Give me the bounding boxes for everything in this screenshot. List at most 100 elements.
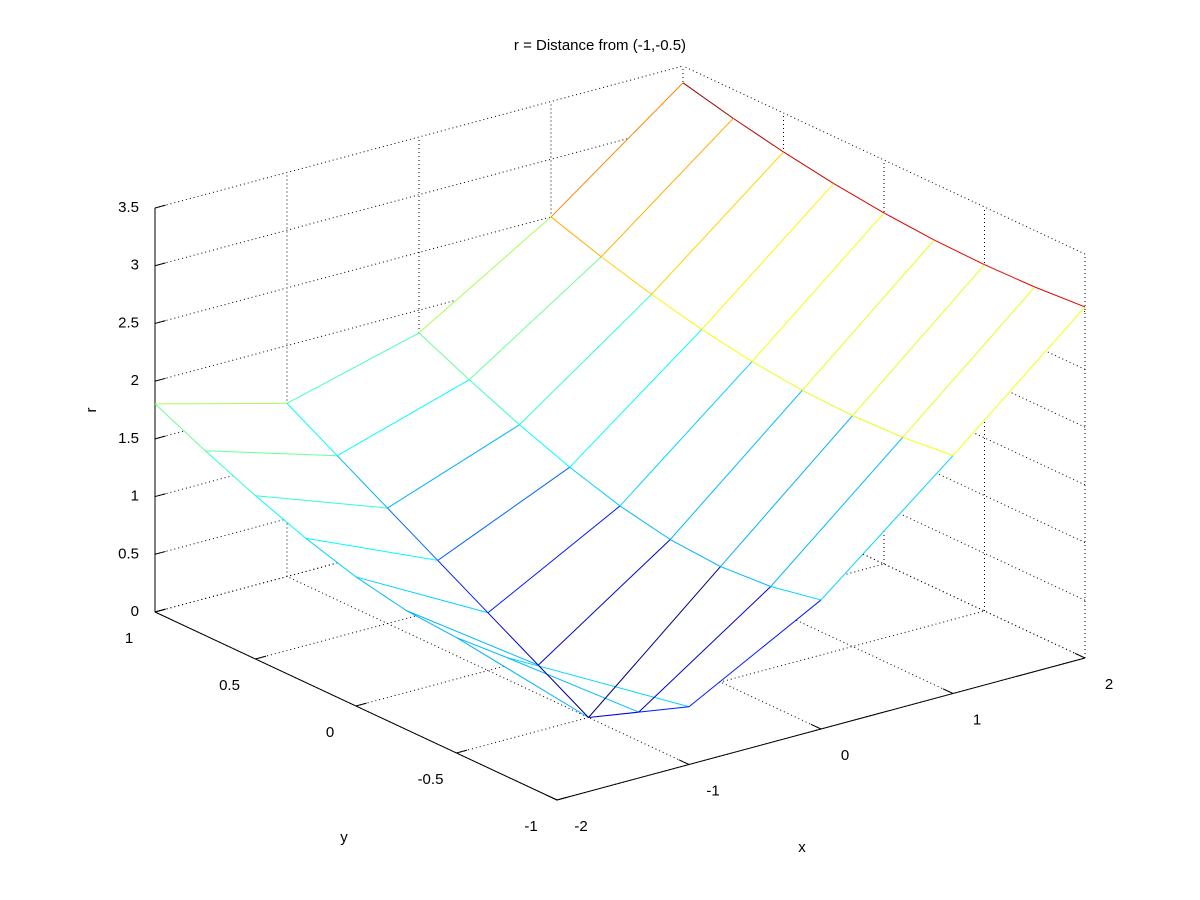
- mesh-edge: [255, 495, 388, 509]
- x-tick: [810, 723, 822, 730]
- y-tick-label: 0.5: [219, 677, 240, 694]
- mesh-edge: [783, 151, 835, 184]
- z-tick-label: 3.5: [118, 199, 139, 216]
- mesh-edge: [902, 286, 1036, 438]
- mesh-edge: [569, 466, 621, 507]
- mesh-edge: [638, 706, 690, 713]
- mesh-edge: [456, 637, 507, 658]
- x-tick: [942, 688, 954, 694]
- mesh-edge: [720, 566, 771, 587]
- y-tick: [456, 749, 468, 754]
- z-tick: [154, 377, 166, 382]
- mesh-edge: [205, 450, 338, 457]
- mesh-edge: [1034, 286, 1086, 308]
- mesh-edges: [154, 82, 1086, 718]
- x-tick: [1074, 652, 1086, 659]
- surface-faces: [154, 82, 1086, 718]
- mesh-edge: [600, 256, 652, 295]
- mesh-edge: [487, 505, 621, 614]
- mesh-edge: [437, 560, 489, 614]
- mesh-edge: [588, 711, 639, 718]
- mesh-edge: [984, 264, 1035, 288]
- mesh-edge: [651, 151, 784, 295]
- x-tick-label: 2: [1105, 676, 1113, 693]
- z-tick-label: 2: [131, 372, 139, 389]
- mesh-edge: [537, 664, 589, 718]
- y-tick: [255, 655, 267, 660]
- mesh-edge: [833, 183, 885, 214]
- mesh-edge: [437, 466, 571, 561]
- mesh-edge: [732, 117, 784, 153]
- y-tick-label: -0.5: [418, 771, 444, 788]
- z-tick: [154, 320, 166, 324]
- mesh-edge: [751, 361, 803, 391]
- mesh-edge: [588, 566, 721, 718]
- z-tick: [154, 435, 166, 440]
- mesh-edge: [305, 537, 438, 561]
- mesh-edge: [902, 436, 954, 457]
- mesh-edge: [355, 576, 489, 614]
- mesh-edge: [506, 657, 558, 672]
- z-tick-label: 1.5: [118, 430, 139, 447]
- mesh-edge: [418, 216, 552, 334]
- mesh-edge: [682, 82, 734, 119]
- mesh-edge: [619, 361, 753, 507]
- mesh-edge: [418, 332, 470, 381]
- chart-title: r = Distance from (-1,-0.5): [514, 37, 686, 54]
- x-tick-label: -2: [574, 818, 587, 835]
- mesh-edge: [286, 403, 338, 457]
- mesh-edge: [286, 332, 420, 404]
- mesh-edge: [336, 455, 388, 509]
- mesh-edge: [550, 216, 602, 258]
- mesh-edge: [506, 657, 639, 713]
- mesh-edge: [619, 505, 671, 540]
- y-tick: [154, 608, 166, 613]
- z-tick: [154, 493, 166, 498]
- mesh-edge: [569, 329, 703, 468]
- mesh-edge: [638, 586, 772, 713]
- mesh-edge: [337, 379, 470, 457]
- mesh-edge: [883, 212, 935, 241]
- mesh-edge: [468, 256, 602, 381]
- mesh-edge: [651, 293, 703, 330]
- mesh-edge: [519, 424, 571, 468]
- mesh-edge: [204, 450, 256, 497]
- y-tick-label: 1: [125, 630, 133, 647]
- mesh-edge: [852, 415, 903, 438]
- mesh-edge: [952, 306, 1086, 456]
- mesh-edge: [154, 403, 206, 452]
- mesh-edge: [934, 239, 985, 266]
- z-tick-label: 0.5: [118, 545, 139, 562]
- z-axis-label: r: [83, 408, 100, 413]
- x-tick: [678, 759, 690, 765]
- mesh-edge: [600, 118, 734, 258]
- mesh-edge: [801, 239, 935, 391]
- z-tick-label: 2.5: [118, 314, 139, 331]
- mesh-edge: [701, 183, 835, 330]
- mesh-edge: [751, 212, 885, 362]
- mesh-edge: [468, 379, 520, 426]
- mesh-edge: [670, 539, 721, 568]
- mesh-edge: [456, 637, 589, 718]
- z-tick: [154, 262, 166, 267]
- y-axis-label: y: [340, 829, 348, 846]
- z-tick-label: 3: [131, 257, 139, 274]
- x-tick-label: 1: [973, 711, 981, 728]
- mesh-edge: [355, 576, 407, 611]
- mesh-edge: [802, 389, 853, 417]
- mesh-edge: [305, 537, 357, 578]
- y-tick-label: 0: [326, 724, 334, 741]
- y-tick: [556, 796, 568, 801]
- mesh-edge: [770, 437, 904, 587]
- z-tick-label: 0: [131, 603, 139, 620]
- z-tick: [154, 204, 166, 209]
- mesh-edge: [669, 390, 803, 540]
- mesh-edge: [550, 82, 684, 218]
- x-tick-label: -1: [706, 782, 719, 799]
- mesh-edge: [537, 539, 671, 666]
- mesh-edge: [387, 507, 439, 561]
- mesh-edge: [519, 294, 652, 426]
- mesh-edge: [154, 402, 288, 405]
